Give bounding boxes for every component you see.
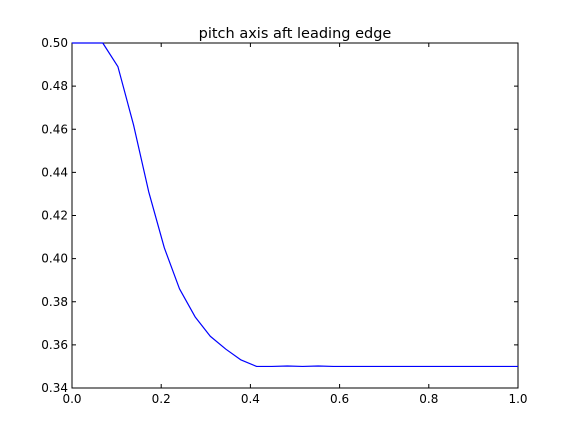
y-tick-label: 0.46 <box>41 122 68 136</box>
x-tick-label: 0.0 <box>62 392 81 406</box>
x-tick-label: 0.2 <box>152 392 171 406</box>
y-tick-label: 0.36 <box>41 338 68 352</box>
x-axis: 0.0 0.2 0.4 0.6 0.8 1.0 <box>62 43 528 406</box>
y-tick-label: 0.50 <box>41 36 68 50</box>
y-tick-label: 0.44 <box>41 165 68 179</box>
x-tick-label: 0.6 <box>330 392 349 406</box>
series-group <box>72 42 518 368</box>
x-tick-label: 0.8 <box>419 392 438 406</box>
y-axis: 0.34 0.36 0.38 0.40 0.42 0.44 0.46 0.48 0.50 <box>41 36 518 395</box>
plot-area <box>71 42 519 389</box>
y-tick-label: 0.34 <box>41 381 68 395</box>
series-line-0 <box>72 42 518 368</box>
y-tick-label: 0.48 <box>41 79 68 93</box>
y-tick-label: 0.40 <box>41 252 68 266</box>
x-tick-label: 1.0 <box>508 392 527 406</box>
chart-title: pitch axis aft leading edge <box>199 26 392 42</box>
y-tick-label: 0.38 <box>41 295 68 309</box>
x-tick-label: 0.4 <box>241 392 260 406</box>
y-tick-label: 0.42 <box>41 209 68 223</box>
